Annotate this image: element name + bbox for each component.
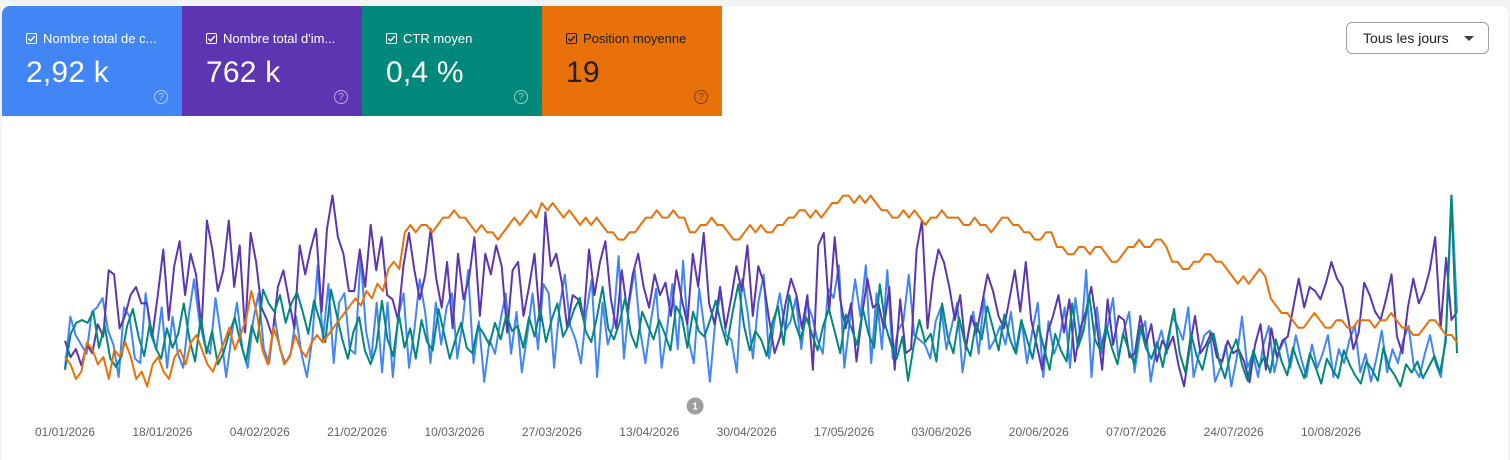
metric-tile-header: Position moyenne <box>566 31 686 46</box>
performance-line-chart: 01/01/2026 18/01/2026 04/02/2026 21/02/2026… <box>35 194 1458 439</box>
x-tick-label: 10/08/2026 <box>1301 425 1361 439</box>
caret-down-icon <box>1464 36 1474 41</box>
x-tick-label: 13/04/2026 <box>619 425 679 439</box>
question-circle-icon[interactable]: ? <box>334 90 348 104</box>
x-tick-label: 01/01/2026 <box>35 425 95 439</box>
metric-value: 2,92 k <box>26 56 109 89</box>
x-tick-label: 27/03/2026 <box>522 425 582 439</box>
x-tick-label: 24/07/2026 <box>1204 425 1264 439</box>
x-tick-label: 04/02/2026 <box>230 425 290 439</box>
metric-tile-header: Nombre total de c... <box>26 31 156 46</box>
annotation-marker[interactable] <box>686 397 704 415</box>
checkbox-checked-icon[interactable] <box>386 33 397 44</box>
checkbox-checked-icon[interactable] <box>206 33 217 44</box>
period-select-value: Tous les jours <box>1363 30 1449 46</box>
x-tick-label: 21/02/2026 <box>327 425 387 439</box>
metric-tile-position[interactable]: Position moyenne 19 ? <box>542 6 722 116</box>
series-line-3 <box>64 194 1458 388</box>
x-tick-label: 30/04/2026 <box>717 425 777 439</box>
checkbox-checked-icon[interactable] <box>566 33 577 44</box>
metric-tile-header: CTR moyen <box>386 31 472 46</box>
x-tick-label: 18/01/2026 <box>132 425 192 439</box>
x-tick-label: 17/05/2026 <box>814 425 874 439</box>
x-tick-label: 10/03/2026 <box>424 425 484 439</box>
metric-tile-header: Nombre total d'im... <box>206 31 335 46</box>
metric-value: 19 <box>566 56 600 89</box>
x-axis-ticks: 01/01/2026 18/01/2026 04/02/2026 21/02/2026… <box>35 425 1361 439</box>
metric-tile-ctr[interactable]: CTR moyen 0,4 % ? <box>362 6 542 116</box>
annotation-label: 1 <box>692 402 698 413</box>
x-tick-label: 20/06/2026 <box>1009 425 1069 439</box>
performance-card: Nombre total de c... 2,92 k ? Nombre tot… <box>2 6 1508 460</box>
series-line-1 <box>64 194 1458 388</box>
metric-tile-impressions[interactable]: Nombre total d'im... 762 k ? <box>182 6 362 116</box>
metric-tile-clicks[interactable]: Nombre total de c... 2,92 k ? <box>2 6 182 116</box>
period-select[interactable]: Tous les jours <box>1346 22 1489 54</box>
checkbox-checked-icon[interactable] <box>26 33 37 44</box>
metric-value: 0,4 % <box>386 56 464 89</box>
question-circle-icon[interactable]: ? <box>154 90 168 104</box>
question-circle-icon[interactable]: ? <box>694 90 708 104</box>
metric-value: 762 k <box>206 56 281 89</box>
x-tick-label: 03/06/2026 <box>911 425 971 439</box>
series-line-2 <box>64 194 1458 388</box>
chart-series-group <box>64 194 1458 388</box>
question-circle-icon[interactable]: ? <box>514 90 528 104</box>
metric-tiles: Nombre total de c... 2,92 k ? Nombre tot… <box>2 6 722 116</box>
chart-annotations: 1 <box>686 397 704 415</box>
x-tick-label: 07/07/2026 <box>1106 425 1166 439</box>
